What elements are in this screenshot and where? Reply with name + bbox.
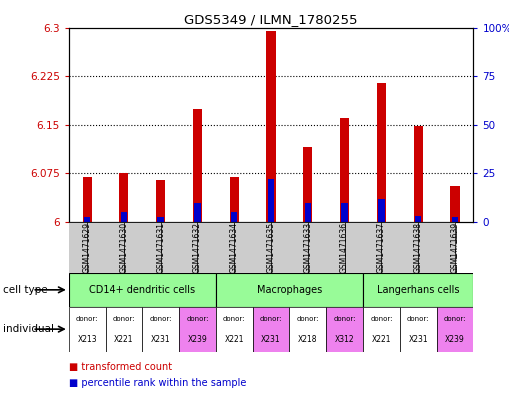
Bar	[105, 307, 143, 352]
Text: GSM1471636: GSM1471636	[340, 222, 349, 273]
Text: GSM1471632: GSM1471632	[193, 222, 202, 273]
Text: X231: X231	[261, 334, 281, 343]
Bar	[50, 222, 87, 273]
Bar	[377, 83, 386, 222]
Bar	[252, 307, 290, 352]
Text: X231: X231	[151, 334, 171, 343]
Bar	[271, 222, 308, 273]
Bar	[381, 222, 418, 273]
Bar	[452, 217, 458, 222]
Text: Langerhans cells: Langerhans cells	[377, 285, 460, 295]
Bar	[418, 222, 455, 273]
Text: GSM1471631: GSM1471631	[156, 222, 165, 273]
Text: donor:: donor:	[297, 316, 319, 322]
Text: X231: X231	[408, 334, 428, 343]
Bar	[266, 31, 276, 222]
Bar	[304, 202, 311, 222]
Bar	[340, 118, 349, 222]
Bar	[363, 307, 400, 352]
Text: X312: X312	[335, 334, 354, 343]
Text: donor:: donor:	[370, 316, 392, 322]
Bar	[194, 202, 201, 222]
Bar	[69, 307, 105, 352]
Bar	[363, 273, 473, 307]
Text: donor:: donor:	[223, 316, 245, 322]
Bar	[326, 307, 363, 352]
Bar	[157, 217, 164, 222]
Bar	[414, 126, 423, 222]
Bar	[230, 176, 239, 222]
Bar	[197, 222, 234, 273]
Text: GSM1471639: GSM1471639	[450, 222, 460, 273]
Bar	[400, 307, 437, 352]
Bar	[303, 147, 313, 222]
Text: donor:: donor:	[186, 316, 209, 322]
Text: X213: X213	[77, 334, 97, 343]
Text: ■ transformed count: ■ transformed count	[69, 362, 172, 373]
Text: donor:: donor:	[407, 316, 430, 322]
Text: GSM1471634: GSM1471634	[230, 222, 239, 273]
Title: GDS5349 / ILMN_1780255: GDS5349 / ILMN_1780255	[184, 13, 358, 26]
Text: donor:: donor:	[76, 316, 98, 322]
Text: donor:: donor:	[444, 316, 466, 322]
Text: GSM1471633: GSM1471633	[303, 222, 313, 273]
Text: GSM1471635: GSM1471635	[267, 222, 275, 273]
Text: Macrophages: Macrophages	[257, 285, 322, 295]
Text: donor:: donor:	[333, 316, 356, 322]
Bar	[87, 222, 124, 273]
Bar	[69, 273, 216, 307]
Text: X221: X221	[224, 334, 244, 343]
Text: GSM1471638: GSM1471638	[414, 222, 422, 273]
Text: CD14+ dendritic cells: CD14+ dendritic cells	[89, 285, 195, 295]
Bar	[345, 222, 381, 273]
Text: donor:: donor:	[260, 316, 282, 322]
Bar	[378, 199, 385, 222]
Bar	[124, 222, 161, 273]
Text: cell type: cell type	[3, 285, 47, 295]
Bar	[193, 108, 202, 222]
Bar	[121, 212, 127, 222]
Bar	[342, 202, 348, 222]
Text: GSM1471637: GSM1471637	[377, 222, 386, 273]
Text: GSM1471629: GSM1471629	[82, 222, 92, 273]
Bar	[216, 307, 252, 352]
Text: ■ percentile rank within the sample: ■ percentile rank within the sample	[69, 378, 246, 388]
Bar	[308, 222, 345, 273]
Text: donor:: donor:	[150, 316, 172, 322]
Bar	[179, 307, 216, 352]
Text: GSM1471630: GSM1471630	[120, 222, 128, 273]
Bar	[437, 307, 473, 352]
Bar	[231, 212, 238, 222]
Bar	[156, 180, 165, 222]
Text: donor:: donor:	[112, 316, 135, 322]
Bar	[415, 216, 421, 222]
Bar	[268, 179, 274, 222]
Bar	[119, 173, 128, 222]
Text: X239: X239	[445, 334, 465, 343]
Bar	[290, 307, 326, 352]
Bar	[234, 222, 271, 273]
Text: X239: X239	[188, 334, 207, 343]
Bar	[161, 222, 197, 273]
Bar	[82, 176, 92, 222]
Text: X221: X221	[114, 334, 134, 343]
Bar	[84, 217, 90, 222]
Text: X221: X221	[372, 334, 391, 343]
Bar	[450, 186, 460, 222]
Bar	[216, 273, 363, 307]
Bar	[143, 307, 179, 352]
Text: individual: individual	[3, 324, 53, 334]
Text: X218: X218	[298, 334, 318, 343]
